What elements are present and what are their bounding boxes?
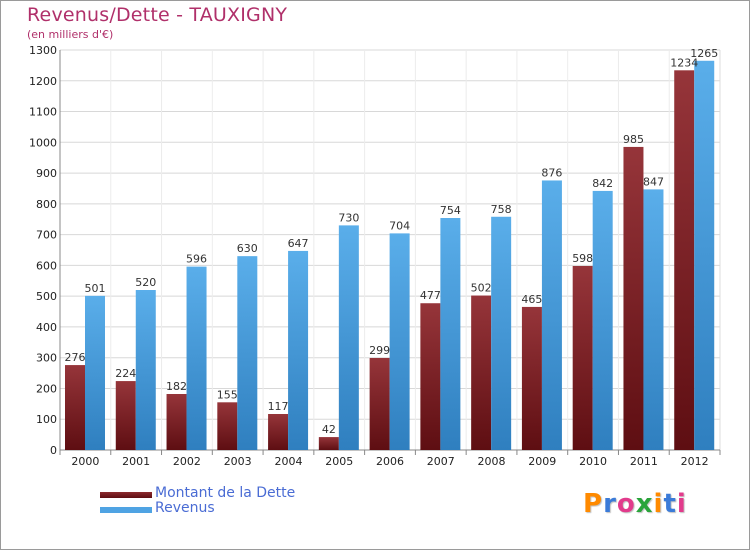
bar-revenus-2012 [694,60,715,451]
bar-revenus-2007 [440,218,461,450]
data-label-dette-2007: 477 [420,289,441,302]
x-tick-label-2011: 2011 [630,455,658,468]
data-label-revenus-2005: 730 [338,211,359,224]
bar-dette-2007 [420,303,441,450]
y-tick-label-100: 100 [36,413,57,426]
axes: 0 100 200 300 400 500 600 700 800 900 1000 1100 1200… [29,44,721,468]
x-tick-label-2009: 2009 [528,455,556,468]
bar-dette-2009 [521,306,542,450]
legend-label-dette: Montant de la Dette [155,485,296,501]
data-label-dette-2005: 42 [322,423,336,436]
x-tick-label-2012: 2012 [681,455,709,468]
bar-revenus-2008 [491,216,512,450]
data-label-dette-2009: 465 [521,293,542,306]
bar-dette-2008 [471,295,492,450]
data-label-dette-2003: 155 [217,388,238,401]
bar-dette-2001 [115,381,136,450]
x-tick-label-2001: 2001 [122,455,150,468]
data-label-dette-2008: 502 [471,282,492,295]
y-tick-label-0: 0 [50,444,57,457]
data-label-revenus-2011: 847 [643,175,664,188]
logo-letter: o [616,489,636,519]
data-label-dette-2012: 1234 [670,56,698,69]
bar-dette-2005 [318,437,339,450]
bars [65,60,715,451]
legend-label-revenus: Revenus [155,500,215,516]
logo-letter: P [583,489,604,519]
proxiti-logo: Proxiti [583,489,687,519]
x-tick-label-2005: 2005 [325,455,353,468]
x-tick-label-2000: 2000 [71,455,99,468]
data-label-revenus-2000: 501 [85,282,106,295]
legend-swatch-dette [100,492,152,498]
data-label-revenus-2010: 842 [592,177,613,190]
data-label-revenus-2004: 647 [288,237,309,250]
bar-dette-2002 [166,394,187,450]
data-label-dette-2006: 299 [369,344,390,357]
bar-revenus-2000 [85,295,105,450]
x-tick-label-2004: 2004 [274,455,302,468]
data-label-dette-2000: 276 [65,351,86,364]
bar-dette-2011 [623,146,644,450]
x-tick-label-2006: 2006 [376,455,404,468]
data-label-revenus-2009: 876 [541,166,562,179]
bar-revenus-2009 [541,180,562,450]
bar-dette-2010 [572,266,593,450]
data-label-dette-2010: 598 [572,252,593,265]
y-tick-label-300: 300 [36,352,57,365]
y-tick-label-1100: 1100 [29,106,57,119]
data-label-dette-2011: 985 [623,133,644,146]
data-labels: 276 224 182 155 117 42 299 477 502 465 598 985 1234 5… [65,47,719,436]
legend-swatch-revenus [100,507,152,513]
data-label-revenus-2008: 758 [491,203,512,216]
logo-letter: r [603,489,617,519]
x-tick-label-2008: 2008 [478,455,506,468]
chart-subtitle: (en milliers d'€) [27,28,114,41]
y-tick-label-1000: 1000 [29,136,57,149]
logo-letter: i [676,489,687,519]
bar-revenus-2001 [135,290,156,450]
bar-revenus-2006 [389,233,410,450]
y-tick-label-400: 400 [36,321,57,334]
bar-dette-2004 [268,414,289,450]
x-tick-label-2007: 2007 [427,455,455,468]
data-label-revenus-2006: 704 [389,219,410,232]
bar-dette-2006 [369,358,390,450]
logo-letter: t [663,489,677,519]
y-tick-label-900: 900 [36,167,57,180]
data-label-dette-2001: 224 [115,367,136,380]
data-label-revenus-2003: 630 [237,242,258,255]
bar-revenus-2002 [186,266,207,450]
bar-dette-2003 [217,402,238,450]
y-tick-label-500: 500 [36,290,57,303]
y-tick-label-800: 800 [36,198,57,211]
logo-letter: i [653,489,664,519]
bar-dette-2000 [65,365,85,450]
bar-revenus-2003 [237,256,258,450]
y-tick-label-600: 600 [36,259,57,272]
bar-revenus-2005 [338,225,359,450]
bar-revenus-2011 [643,189,664,450]
x-tick-label-2010: 2010 [579,455,607,468]
y-tick-label-1300: 1300 [29,44,57,57]
logo-letter: x [635,489,654,519]
bar-dette-2012 [674,70,695,451]
chart-title: Revenus/Dette - TAUXIGNY [27,4,288,26]
data-label-dette-2004: 117 [268,400,289,413]
y-tick-label-700: 700 [36,229,57,242]
data-label-revenus-2007: 754 [440,204,461,217]
x-tick-label-2003: 2003 [224,455,252,468]
bar-revenus-2004 [288,250,309,450]
data-label-revenus-2012: 1265 [690,47,718,60]
y-tick-label-200: 200 [36,382,57,395]
data-label-revenus-2001: 520 [135,276,156,289]
x-tick-label-2002: 2002 [173,455,201,468]
bar-revenus-2010 [592,190,613,450]
data-label-revenus-2002: 596 [186,253,207,266]
y-tick-label-1200: 1200 [29,75,57,88]
data-label-dette-2002: 182 [166,380,187,393]
